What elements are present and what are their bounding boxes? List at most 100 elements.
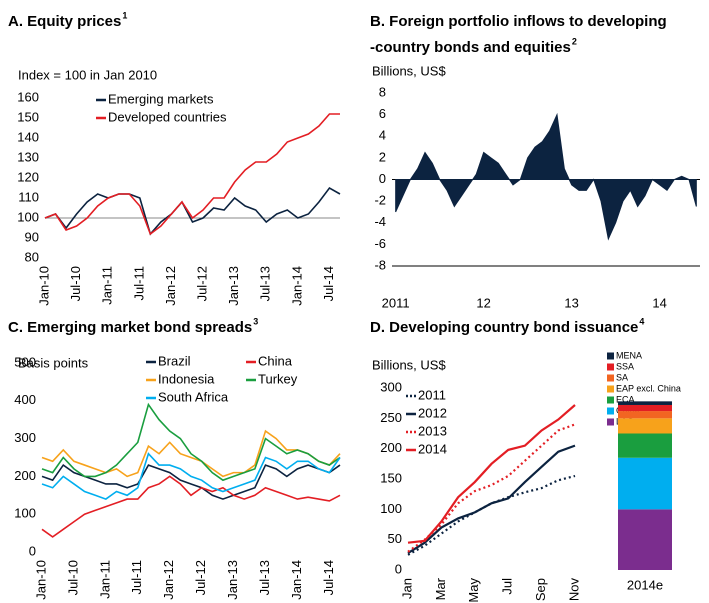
legend-label: 2013	[418, 423, 447, 438]
x-tick-label: 2014e	[627, 577, 663, 592]
y-tick-label: 150	[17, 109, 39, 124]
x-tick-label: Jan	[399, 578, 414, 599]
series-line	[41, 429, 341, 478]
footnote-marker: 2	[572, 36, 577, 46]
y-tick-label: 90	[25, 229, 39, 244]
chart-title: B. Foreign portfolio inflows to developi…	[370, 13, 667, 30]
series-line	[407, 474, 576, 556]
legend-label: Indonesia	[158, 371, 215, 386]
x-tick-label: Jul-10	[65, 560, 80, 595]
series-line	[44, 113, 340, 236]
legend-label: MENA	[616, 350, 642, 360]
x-tick-label: 2011	[382, 295, 410, 310]
bar-segment	[618, 433, 672, 458]
chart-title: C. Emerging market bond spreads	[8, 319, 252, 336]
bar-segment	[618, 404, 672, 412]
chart-title: A. Equity prices	[8, 13, 121, 30]
series-line	[407, 404, 576, 544]
x-tick-label: May	[466, 578, 481, 603]
y-tick-label: 2	[379, 149, 386, 164]
chart-title: D. Developing country bond issuance	[370, 319, 638, 336]
y-tick-label: 500	[14, 354, 36, 369]
unit-label: Billions, US$	[372, 63, 446, 78]
y-tick-label: 110	[18, 189, 39, 204]
series-line	[44, 186, 341, 236]
x-tick-label: Jul	[500, 578, 515, 595]
y-tick-label: 140	[17, 129, 39, 144]
legend-label: Turkey	[258, 371, 298, 386]
legend-label: SSA	[616, 361, 634, 371]
y-tick-label: 100	[17, 209, 39, 224]
legend-swatch	[607, 374, 614, 382]
y-tick-label: 100	[380, 501, 402, 516]
unit-label: Billions, US$	[372, 357, 446, 372]
y-tick-label: 80	[25, 249, 39, 264]
bar-segment	[618, 418, 672, 434]
unit-label: Basis points	[18, 355, 89, 370]
y-tick-label: 200	[380, 440, 402, 455]
x-tick-label: Sep	[533, 578, 548, 601]
y-tick-label: 250	[380, 410, 402, 425]
footnote-marker: 1	[122, 10, 127, 20]
legend-label: SA	[616, 372, 628, 382]
x-tick-label: Jul-13	[258, 266, 273, 301]
legend-swatch	[607, 418, 614, 426]
y-tick-label: 6	[379, 106, 386, 121]
y-tick-label: 100	[14, 506, 36, 521]
x-tick-label: Jan-13	[225, 560, 240, 600]
series-line	[407, 444, 576, 554]
y-tick-label: -8	[374, 257, 386, 272]
bar-segment	[618, 411, 672, 419]
legend-label: 2014	[418, 441, 447, 456]
legend-swatch	[607, 363, 614, 371]
x-tick-label: Jan-14	[289, 560, 304, 600]
x-tick-label: Nov	[566, 578, 581, 602]
y-tick-label: 300	[380, 379, 402, 394]
chart-title: -country bonds and equities	[370, 39, 571, 56]
x-tick-label: Jul-10	[68, 266, 83, 301]
y-tick-label: 4	[379, 128, 386, 143]
x-tick-label: Jan-14	[289, 266, 304, 306]
x-tick-label: Jan-12	[163, 266, 178, 306]
y-tick-label: 0	[395, 561, 402, 576]
x-tick-label: Jul-11	[131, 266, 146, 300]
y-tick-label: -2	[374, 193, 386, 208]
series-line	[41, 463, 341, 500]
x-tick-label: Jan-13	[226, 266, 241, 306]
legend-swatch	[607, 396, 614, 404]
legend-label: Emerging markets	[108, 91, 214, 106]
y-tick-label: 8	[379, 84, 386, 99]
legend-label: 2012	[418, 405, 447, 420]
series-line	[41, 402, 341, 482]
legend-swatch	[607, 352, 614, 360]
y-tick-label: -4	[374, 214, 386, 229]
area	[395, 112, 697, 241]
x-tick-label: Jul-11	[129, 560, 144, 594]
x-tick-label: Jul-14	[321, 560, 336, 595]
legend-swatch	[607, 385, 614, 393]
series-line	[41, 452, 341, 500]
x-tick-label: Jan-10	[36, 266, 51, 306]
bar-segment	[618, 401, 672, 405]
y-tick-label: 160	[17, 89, 39, 104]
y-tick-label: 0	[379, 171, 386, 186]
legend-label: 2011	[418, 387, 446, 402]
y-tick-label: 50	[388, 531, 402, 546]
y-tick-label: 130	[17, 149, 39, 164]
y-tick-label: 400	[14, 392, 36, 407]
y-tick-label: 150	[380, 470, 402, 485]
legend-label: ECA	[616, 394, 635, 404]
series-line	[41, 475, 341, 538]
x-tick-label: 12	[476, 295, 490, 310]
bar-segment	[618, 457, 672, 510]
legend-label: South Africa	[158, 389, 229, 404]
legend-label: EAP excl. China	[616, 383, 681, 393]
legend-swatch	[607, 407, 614, 415]
x-tick-label: Jan-12	[161, 560, 176, 600]
legend-label: China	[258, 353, 293, 368]
x-tick-label: 14	[652, 295, 666, 310]
footnote-marker: 4	[639, 316, 644, 326]
legend-label: Brazil	[158, 353, 191, 368]
x-tick-label: Jul-14	[321, 266, 336, 301]
unit-label: Index = 100 in Jan 2010	[18, 67, 157, 82]
